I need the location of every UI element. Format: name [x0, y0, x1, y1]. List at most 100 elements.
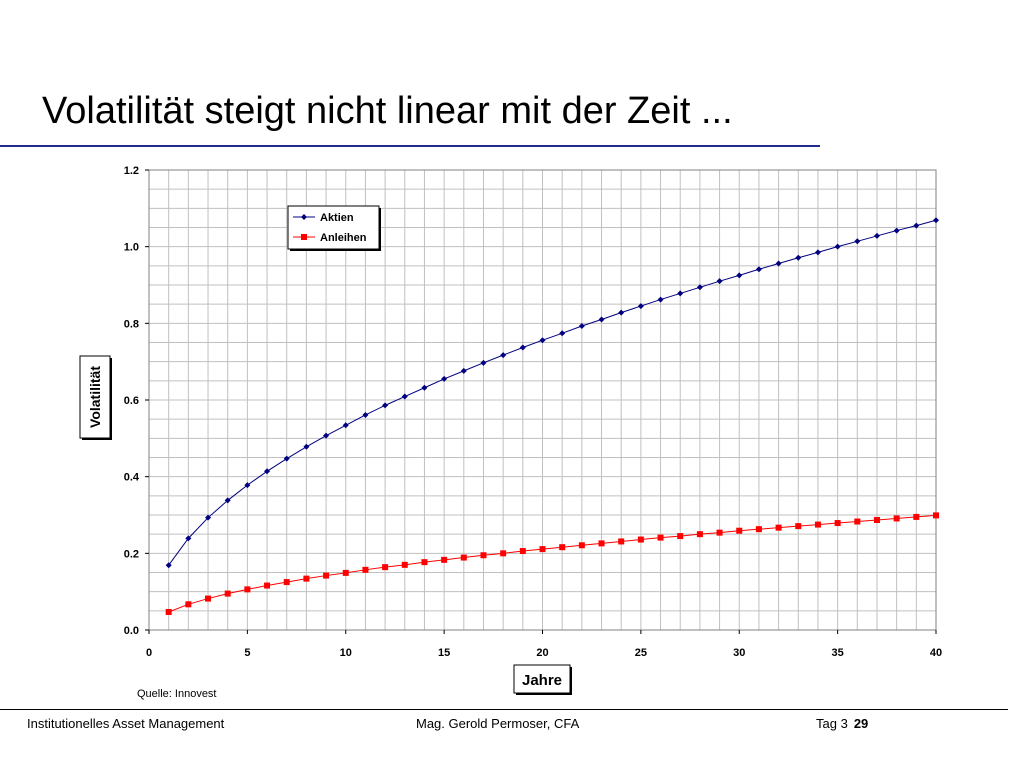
data-point	[500, 550, 507, 557]
data-point	[873, 232, 880, 239]
data-point	[775, 524, 782, 531]
data-point	[873, 516, 880, 523]
data-point	[441, 556, 448, 563]
x-axis-title: Jahre	[522, 672, 562, 689]
data-point	[480, 552, 487, 559]
data-point	[834, 520, 841, 527]
data-point	[775, 260, 782, 267]
data-point	[795, 523, 802, 530]
data-point	[441, 375, 448, 382]
legend-box	[287, 205, 380, 250]
footer-course-name: Institutionelles Asset Management	[27, 716, 225, 731]
x-tick-label: 40	[930, 647, 942, 659]
footer-author: Mag. Gerold Permoser, CFA	[416, 716, 580, 731]
title-rule	[0, 145, 820, 147]
source-note: Quelle: Innovest	[137, 688, 217, 700]
data-point	[362, 411, 369, 418]
data-point	[421, 384, 428, 391]
data-point	[283, 579, 290, 586]
data-point	[323, 572, 330, 579]
data-point	[637, 536, 644, 543]
data-point	[303, 443, 310, 450]
data-point	[933, 512, 939, 519]
data-point	[559, 544, 566, 551]
footer-day: Tag 3	[816, 716, 848, 731]
data-point	[893, 515, 900, 522]
data-point	[382, 402, 389, 409]
axis-titles: Volatilität Jahre	[79, 355, 572, 695]
data-point	[696, 284, 703, 291]
data-point	[736, 527, 743, 534]
data-point	[539, 546, 546, 553]
data-point	[165, 562, 172, 569]
data-point	[342, 422, 349, 429]
x-tick-label: 15	[438, 647, 450, 659]
data-point	[460, 367, 467, 374]
y-tick-label: 1.0	[124, 242, 139, 254]
data-point	[401, 393, 408, 400]
data-point	[301, 214, 307, 220]
data-point	[205, 595, 212, 602]
data-point	[618, 309, 625, 316]
legend-label: Aktien	[320, 212, 354, 224]
data-point	[618, 538, 625, 545]
data-point	[598, 540, 605, 547]
data-point	[677, 533, 684, 540]
data-point	[598, 316, 605, 323]
x-tick-label: 5	[244, 647, 250, 659]
x-tick-label: 20	[536, 647, 548, 659]
y-tick-label: 0.2	[124, 548, 139, 560]
chart-grid	[149, 170, 936, 630]
x-tick-label: 10	[340, 647, 352, 659]
data-point	[362, 566, 369, 573]
data-point	[480, 359, 487, 366]
data-point	[244, 586, 251, 593]
data-point	[893, 227, 900, 234]
data-point	[382, 564, 389, 571]
data-point	[185, 535, 192, 542]
xlabel-box	[513, 664, 571, 694]
data-point	[264, 468, 271, 475]
y-tick-label: 0.4	[124, 472, 140, 484]
x-tick-label: 25	[635, 647, 647, 659]
page-number: 29	[853, 716, 869, 731]
y-tick-label: 0.8	[124, 318, 139, 330]
data-point	[814, 521, 821, 528]
data-point	[460, 554, 467, 561]
data-point	[736, 272, 743, 279]
slide-title: Volatilität steigt nicht linear mit der …	[42, 90, 733, 132]
chart-axes: 0.0 0.2 0.4 0.6 0.8 1.0 1.2 0 5 10 15 20 25 30 35 40	[124, 165, 942, 659]
data-point	[224, 590, 231, 597]
data-point	[854, 518, 861, 525]
data-point	[637, 303, 644, 310]
data-point	[301, 234, 307, 240]
data-point	[854, 238, 861, 245]
data-point	[657, 534, 664, 541]
data-point	[716, 529, 723, 536]
chart-legend: Aktien Anleihen	[287, 205, 381, 251]
data-point	[519, 548, 526, 555]
data-point	[205, 514, 212, 521]
data-point	[696, 531, 703, 538]
data-point	[244, 482, 251, 489]
data-point	[303, 575, 310, 582]
data-point	[716, 278, 723, 285]
data-point	[913, 222, 920, 229]
series-aktien	[165, 217, 939, 569]
chart-series	[165, 217, 939, 615]
data-point	[224, 497, 231, 504]
data-point	[913, 513, 920, 520]
series-line	[168, 514, 937, 613]
data-point	[539, 337, 546, 344]
series-line	[168, 219, 937, 566]
data-point	[578, 323, 585, 330]
data-point	[421, 559, 428, 566]
data-point	[264, 582, 271, 589]
data-point	[578, 542, 585, 549]
x-tick-label: 30	[733, 647, 745, 659]
x-tick-label: 35	[832, 647, 844, 659]
footer-page-info: Tag 3 29	[816, 716, 868, 731]
y-tick-label: 1.2	[124, 165, 139, 177]
data-point	[933, 217, 939, 224]
